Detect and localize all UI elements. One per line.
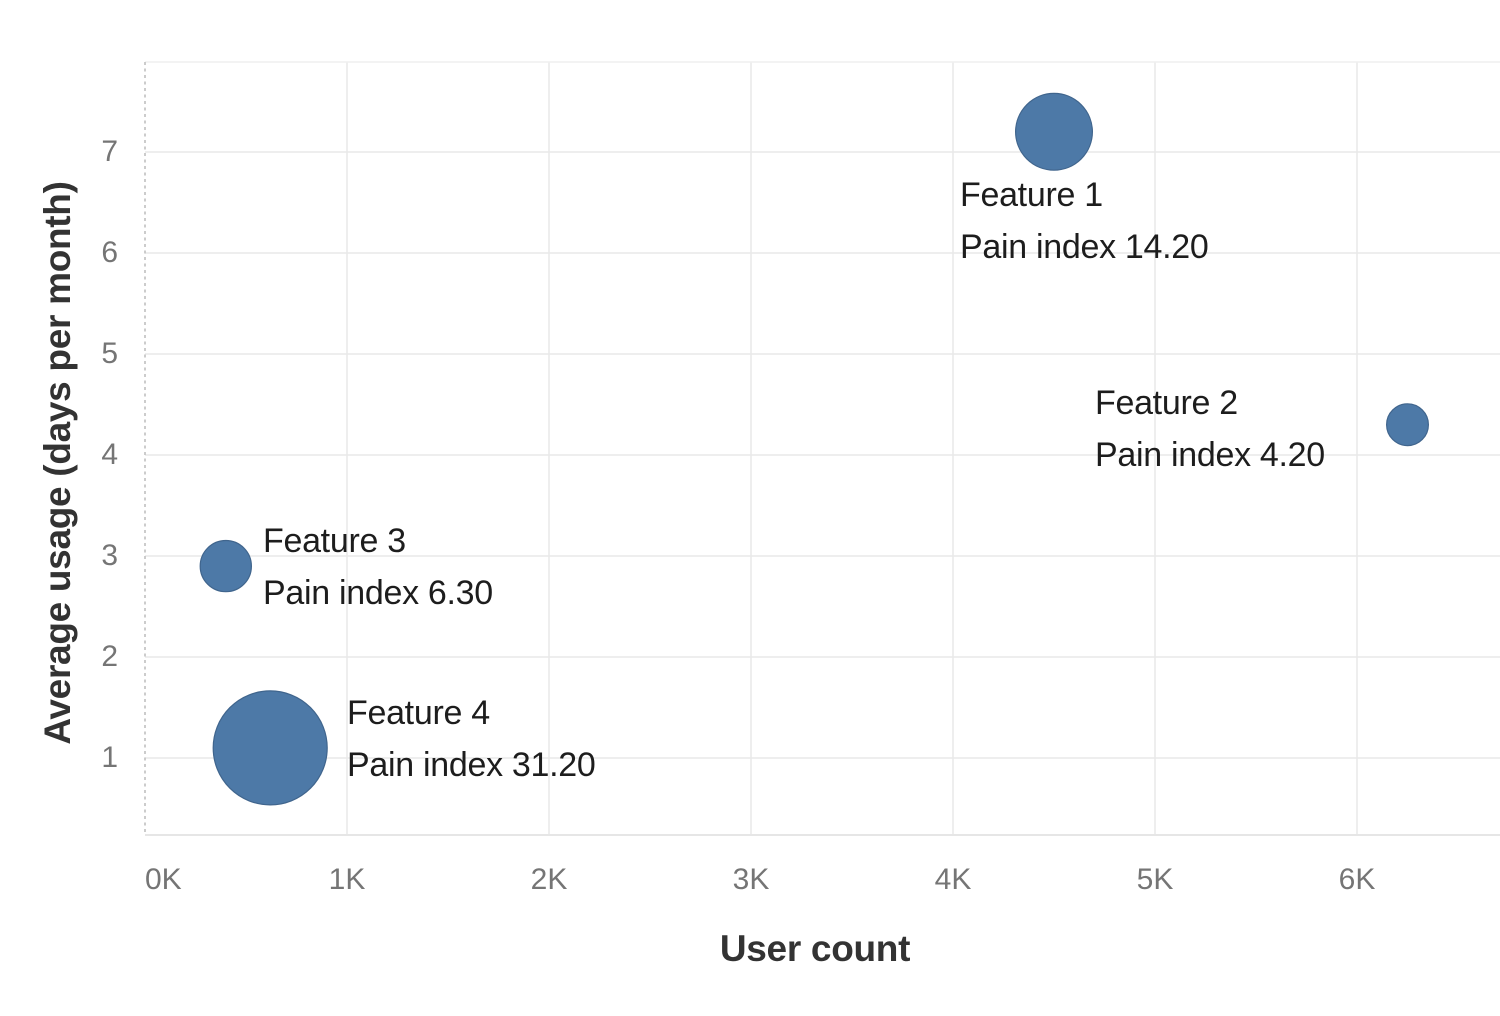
y-tick-label-7: 7 <box>101 135 118 168</box>
annotation-feature-3: Feature 3 Pain index 6.30 <box>263 515 493 619</box>
x-axis-title: User count <box>719 928 911 969</box>
x-tick-label-2K: 2K <box>530 863 568 896</box>
y-tick-label-4: 4 <box>101 438 118 471</box>
x-tick-label-1K: 1K <box>328 863 366 896</box>
x-tick-label-3K: 3K <box>732 863 770 896</box>
annotation-feature-name: Feature 2 <box>1095 384 1238 422</box>
annotation-feature-2: Feature 2 Pain index 4.20 <box>1095 377 1325 481</box>
y-tick-label-2: 2 <box>101 640 118 673</box>
annotation-feature-name: Feature 3 <box>263 522 406 560</box>
y-tick-label-5: 5 <box>101 337 118 370</box>
bubble-feature-1[interactable] <box>1014 92 1093 171</box>
annotation-feature-1: Feature 1 Pain index 14.20 <box>960 169 1209 273</box>
annotation-feature-4: Feature 4 Pain index 31.20 <box>347 687 596 791</box>
y-tick-label-1: 1 <box>101 741 118 774</box>
y-axis-title: Average usage (days per month) <box>37 181 78 745</box>
y-tick-label-3: 3 <box>101 539 118 572</box>
annotation-feature-name: Feature 1 <box>960 176 1103 214</box>
x-tick-label-0K: 0K <box>145 863 182 896</box>
bubble-feature-3[interactable] <box>199 539 252 593</box>
annotation-pain-index: Pain index 31.20 <box>347 746 596 784</box>
bubble-feature-2[interactable] <box>1385 403 1429 447</box>
annotation-pain-index: Pain index 6.30 <box>263 574 493 612</box>
annotation-feature-name: Feature 4 <box>347 694 490 732</box>
x-tick-label-4K: 4K <box>934 863 972 896</box>
bubble-feature-4[interactable] <box>212 690 328 806</box>
x-tick-label-6K: 6K <box>1338 863 1376 896</box>
annotation-pain-index: Pain index 14.20 <box>960 228 1209 266</box>
y-tick-label-6: 6 <box>101 236 118 269</box>
x-tick-label-5K: 5K <box>1136 863 1174 896</box>
annotation-pain-index: Pain index 4.20 <box>1095 436 1325 474</box>
